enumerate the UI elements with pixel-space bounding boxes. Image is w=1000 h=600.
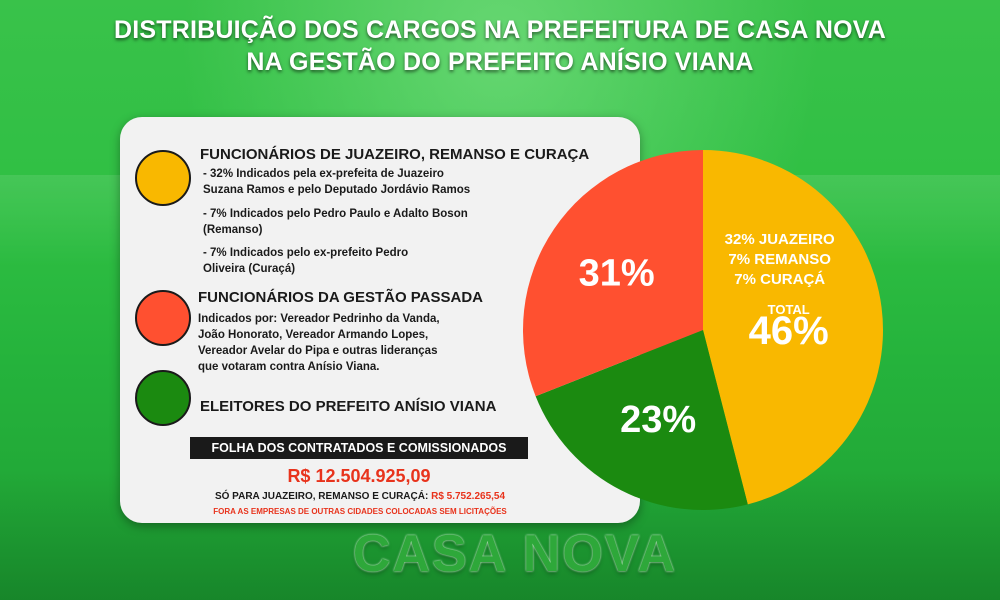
sub-total-amount: R$ 5.752.265,54 xyxy=(431,491,506,502)
title-line-1: DISTRIBUIÇÃO DOS CARGOS NA PREFEITURA DE… xyxy=(113,16,887,44)
legend-title-juazeiro: FUNCIONÁRIOS DE JUAZEIRO, REMANSO E CURA… xyxy=(200,146,590,163)
legend-item: - 32% Indicados pela ex-prefeita de Juaz… xyxy=(203,168,444,180)
legend-item: Suzana Ramos e pelo Deputado Jordávio Ra… xyxy=(203,184,471,196)
title-line-2: NA GESTÃO DO PREFEITO ANÍSIO VIANA xyxy=(246,48,754,76)
legend-item: Oliveira (Curaçá) xyxy=(203,263,296,275)
legend-title-eleitores: ELEITORES DO PREFEITO ANÍSIO VIANA xyxy=(200,398,497,415)
pie-label-1-0: 23% xyxy=(620,399,696,441)
legend-item: que votaram contra Anísio Viana. xyxy=(198,361,380,373)
sub-total-line: SÓ PARA JUAZEIRO, REMANSO E CURAÇÁ: R$ 5… xyxy=(150,490,570,504)
pie-label-0-0: 32% JUAZEIRO xyxy=(725,231,835,248)
footnote: FORA AS EMPRESAS DE OUTRAS CIDADES COLOC… xyxy=(213,507,507,516)
legend-item: João Honorato, Vereador Armando Lopes, xyxy=(198,329,429,341)
pie-slices xyxy=(523,150,884,510)
legend-dot-red xyxy=(135,290,191,346)
pie-label-0-2: 7% CURAÇÁ xyxy=(734,271,825,288)
page-title: DISTRIBUIÇÃO DOS CARGOS NA PREFEITURA DE… xyxy=(0,14,1000,78)
pie-label-2-0: 31% xyxy=(579,252,655,294)
legend-item: Indicados por: Vereador Pedrinho da Vand… xyxy=(198,313,440,325)
casa-nova-logo: CASA NOVA xyxy=(352,525,678,583)
folha-label: FOLHA DOS CONTRATADOS E COMISSIONADOS xyxy=(190,437,528,459)
pie-slice-2 xyxy=(523,150,703,397)
pie-slice-0 xyxy=(703,150,884,505)
folha-total: R$ 12.504.925,09 xyxy=(287,466,431,486)
pie-label-0-3: TOTAL xyxy=(768,302,810,317)
legend-dot-green xyxy=(135,370,191,426)
legend-item: Vereador Avelar do Pipa e outras lideran… xyxy=(198,345,438,357)
pie-label-0-1: 7% REMANSO xyxy=(728,251,831,268)
pie-label-0-4: 46% xyxy=(749,309,829,353)
legend-title-gestao-passada: FUNCIONÁRIOS DA GESTÃO PASSADA xyxy=(198,289,484,306)
legend-item: - 7% Indicados pelo ex-prefeito Pedro xyxy=(203,247,409,259)
legend-item: - 7% Indicados pelo Pedro Paulo e Adalto… xyxy=(203,208,468,220)
legend-item: (Remanso) xyxy=(203,224,263,236)
sub-total-label: SÓ PARA JUAZEIRO, REMANSO E CURAÇÁ: xyxy=(214,491,429,502)
pie-slice-1 xyxy=(535,330,748,510)
legend-dot-yellow xyxy=(135,150,191,206)
